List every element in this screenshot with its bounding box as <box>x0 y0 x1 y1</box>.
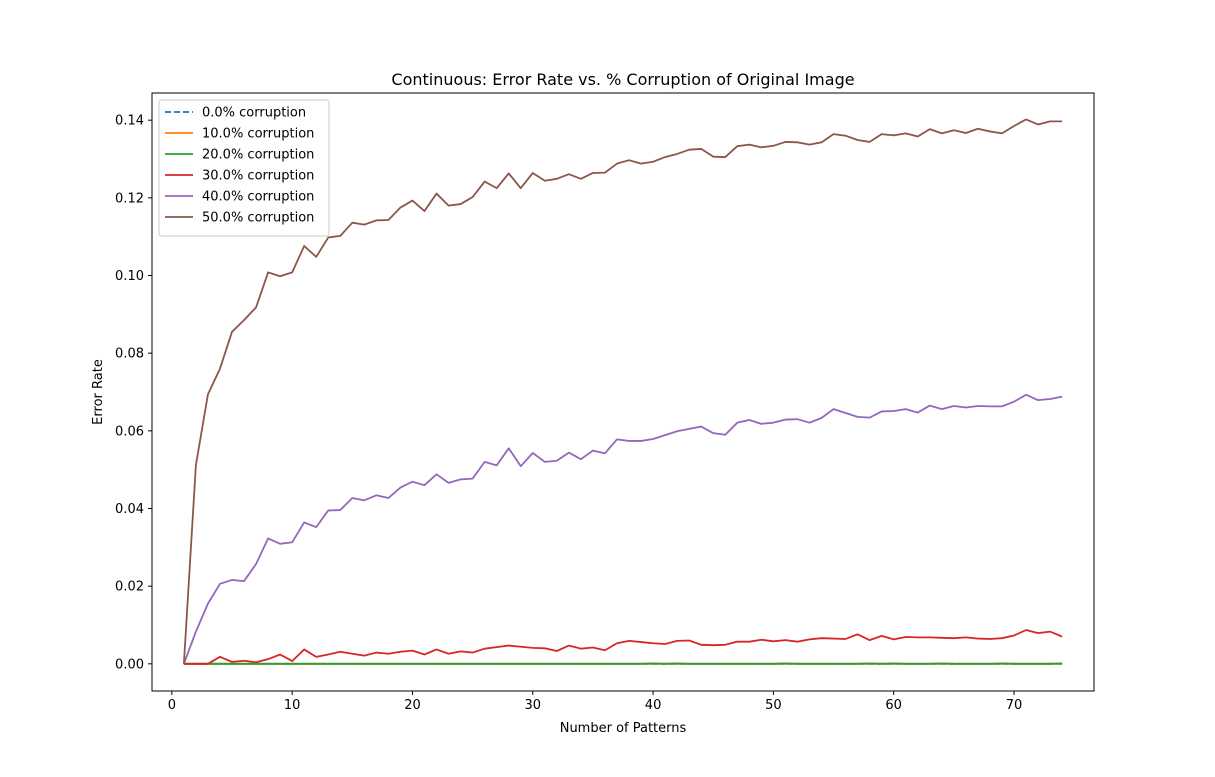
y-tick-label: 0.06 <box>115 424 144 439</box>
y-tick-label: 0.14 <box>115 114 144 129</box>
series-line-5 <box>182 118 1063 664</box>
x-tick-label: 10 <box>284 698 301 713</box>
x-tick-label: 60 <box>885 698 902 713</box>
legend-label: 50.0% corruption <box>202 211 314 226</box>
legend-label: 30.0% corruption <box>202 169 314 184</box>
y-tick-label: 0.10 <box>115 269 144 284</box>
x-tick-label: 70 <box>1006 698 1023 713</box>
legend-box <box>158 99 330 237</box>
legend-label: 0.0% corruption <box>202 106 306 121</box>
y-tick-label: 0.04 <box>115 502 144 517</box>
legend: 0.0% corruption 10.0% corruption 20.0% cor… <box>158 99 330 237</box>
x-tick-label: 30 <box>524 698 541 713</box>
x-axis-label: Number of Patterns <box>560 721 687 736</box>
chart-title: Continuous: Error Rate vs. % Corruption … <box>391 70 854 89</box>
axes-frame <box>151 92 1095 692</box>
legend-label: 40.0% corruption <box>202 190 314 205</box>
x-axis-ticks: 0 10 20 30 40 50 60 70 <box>168 691 1023 713</box>
legend-label: 10.0% corruption <box>202 127 314 142</box>
x-tick-label: 20 <box>404 698 421 713</box>
y-axis-ticks: 0.00 0.02 0.04 0.06 0.08 0.10 0.12 0.14 <box>115 114 152 672</box>
series-layer <box>182 118 1063 665</box>
y-tick-label: 0.00 <box>115 657 144 672</box>
x-tick-label: 50 <box>765 698 782 713</box>
legend-label: 20.0% corruption <box>202 148 314 163</box>
y-axis-label: Error Rate <box>91 359 106 425</box>
series-line-4 <box>183 393 1063 665</box>
y-tick-label: 0.12 <box>115 191 144 206</box>
series-line-3 <box>183 629 1063 665</box>
y-tick-label: 0.02 <box>115 580 144 595</box>
x-tick-label: 40 <box>645 698 662 713</box>
y-tick-label: 0.08 <box>115 347 144 362</box>
x-tick-label: 0 <box>168 698 176 713</box>
